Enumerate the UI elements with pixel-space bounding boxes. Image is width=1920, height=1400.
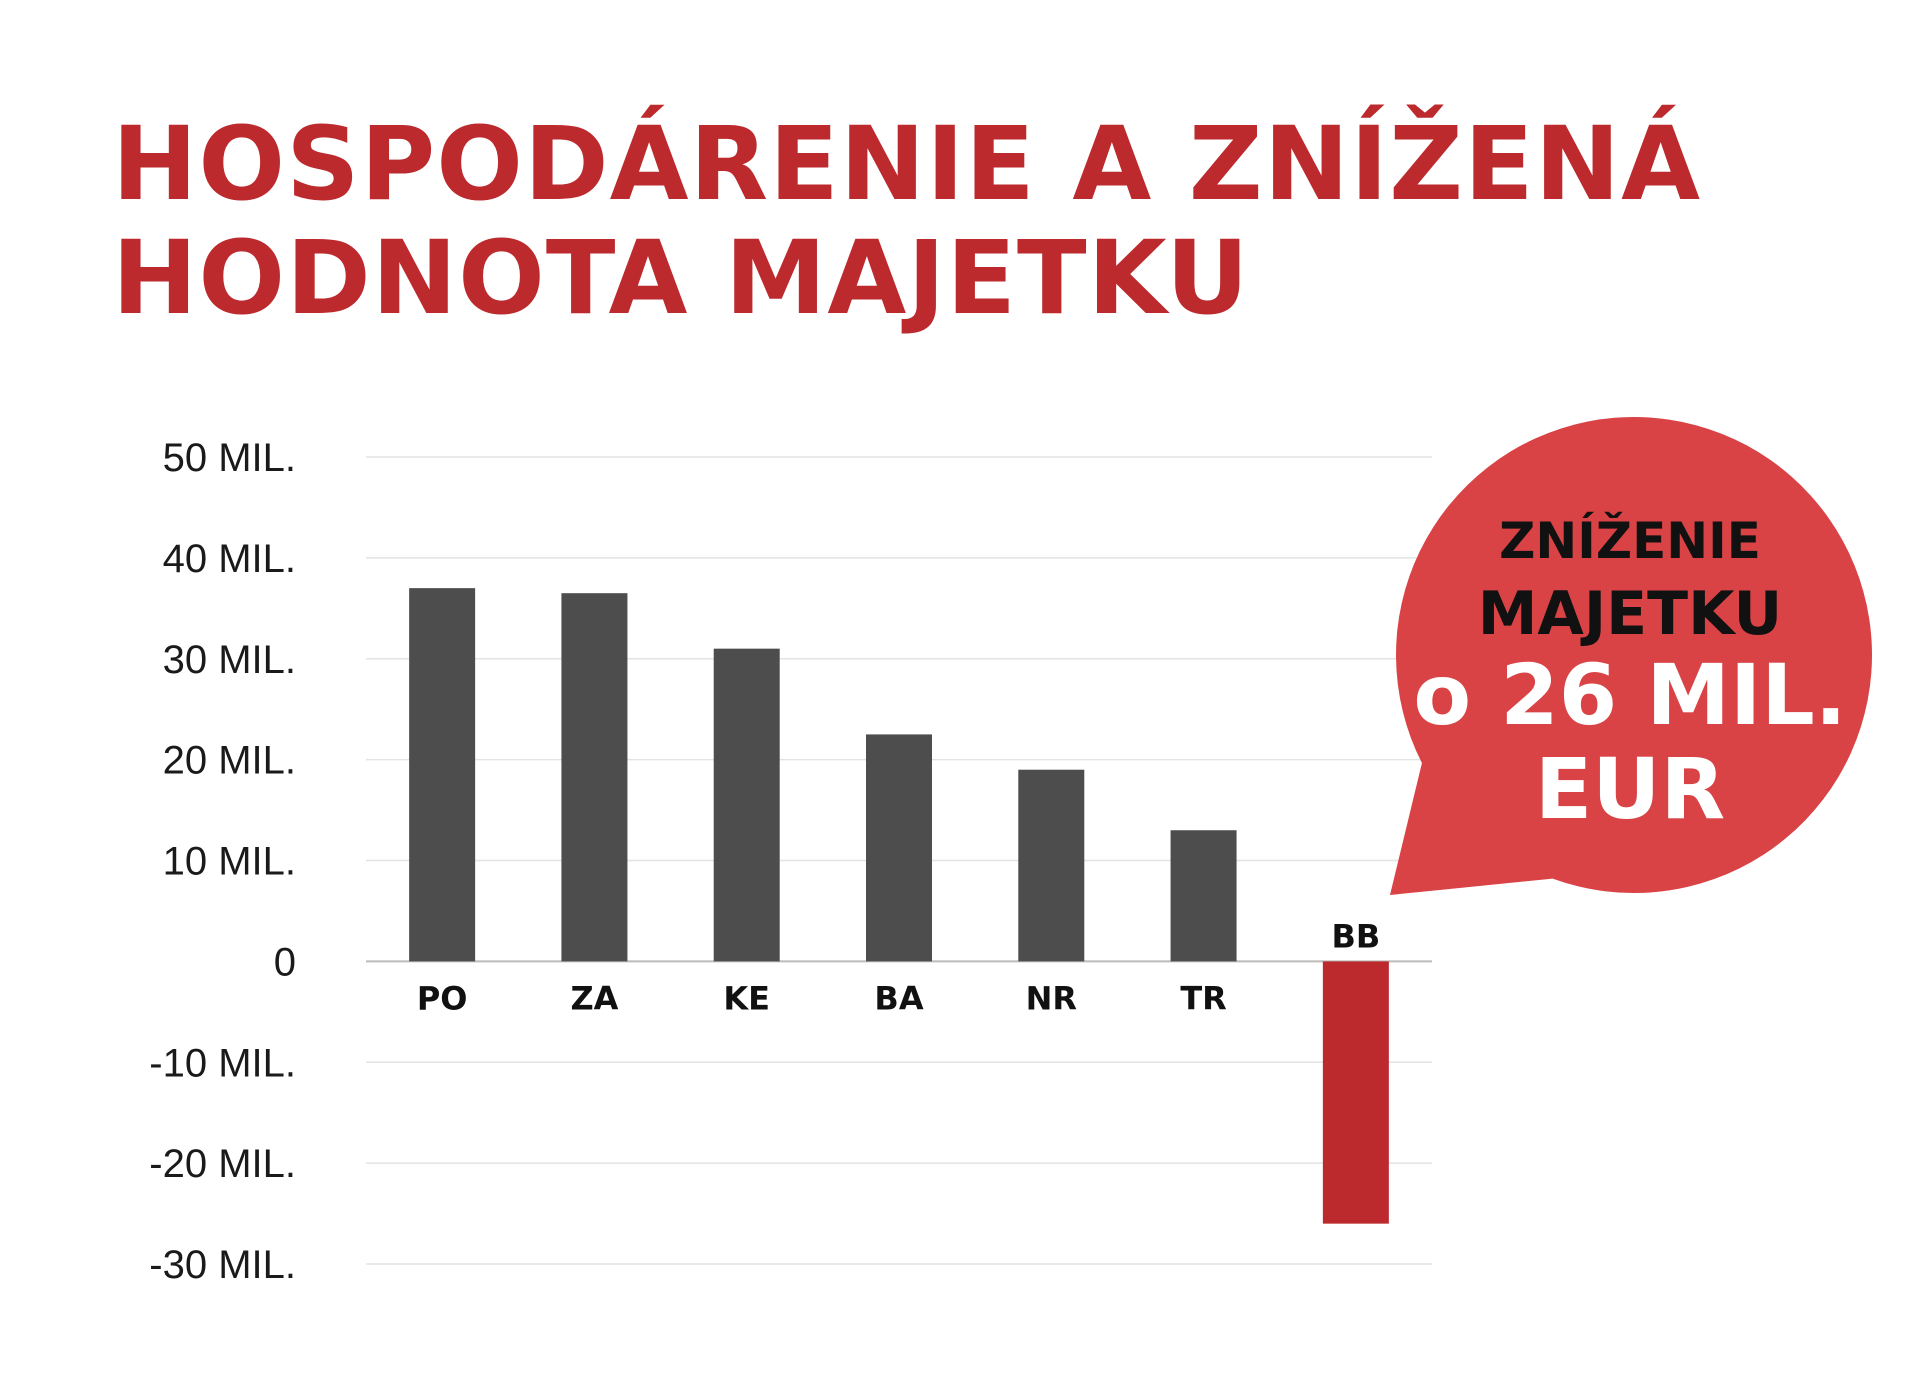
y-tick-label: -30 MIL. bbox=[149, 1243, 296, 1287]
x-tick-label-tr: TR bbox=[1180, 979, 1226, 1017]
y-tick-label: 0 bbox=[274, 940, 296, 984]
callout-line-3: o 26 MIL. bbox=[1413, 646, 1846, 744]
y-tick-label: 30 MIL. bbox=[163, 638, 296, 682]
y-tick-label: 40 MIL. bbox=[163, 537, 296, 581]
x-tick-label-po: PO bbox=[417, 979, 468, 1017]
bar-ke bbox=[713, 648, 780, 962]
callout-line-4: EUR bbox=[1535, 740, 1725, 838]
callout-line-1: ZNÍŽENIE bbox=[1499, 511, 1761, 570]
bars bbox=[409, 588, 1389, 1224]
y-tick-label: 50 MIL. bbox=[163, 436, 296, 480]
chart-title-line-2: HODNOTA MAJETKU bbox=[112, 219, 1250, 338]
x-tick-label-bb: BB bbox=[1331, 917, 1380, 955]
chart-title-line-1: HOSPODÁRENIE A ZNÍŽENÁ bbox=[112, 105, 1702, 224]
y-tick-label: -10 MIL. bbox=[149, 1041, 296, 1085]
bar-bb bbox=[1322, 961, 1389, 1224]
chart-title: HOSPODÁRENIE A ZNÍŽENÁ HODNOTA MAJETKU bbox=[112, 105, 1702, 338]
bar-ba bbox=[866, 734, 932, 962]
y-axis: 50 MIL. 40 MIL. 30 MIL. 20 MIL. 10 MIL. 0 -10 … bbox=[149, 436, 296, 1287]
x-tick-label-ba: BA bbox=[874, 979, 923, 1017]
grid-lines bbox=[366, 456, 1432, 1265]
bar-za bbox=[561, 593, 628, 962]
bar-tr bbox=[1170, 830, 1237, 962]
callout-bubble: ZNÍŽENIE MAJETKU o 26 MIL. EUR bbox=[1390, 416, 1872, 895]
y-tick-label: 10 MIL. bbox=[163, 840, 296, 884]
callout-shape bbox=[1390, 416, 1872, 895]
callout-line-2: MAJETKU bbox=[1478, 579, 1783, 649]
x-tick-label-nr: NR bbox=[1026, 979, 1077, 1017]
x-tick-label-za: ZA bbox=[570, 979, 618, 1017]
x-tick-label-ke: KE bbox=[723, 979, 770, 1017]
bar-nr bbox=[1018, 769, 1085, 962]
bar-po bbox=[409, 588, 476, 962]
y-tick-label: -20 MIL. bbox=[149, 1142, 296, 1186]
x-axis: PO ZA KE BA NR TR BB bbox=[417, 917, 1380, 1017]
y-tick-label: 20 MIL. bbox=[163, 739, 296, 783]
